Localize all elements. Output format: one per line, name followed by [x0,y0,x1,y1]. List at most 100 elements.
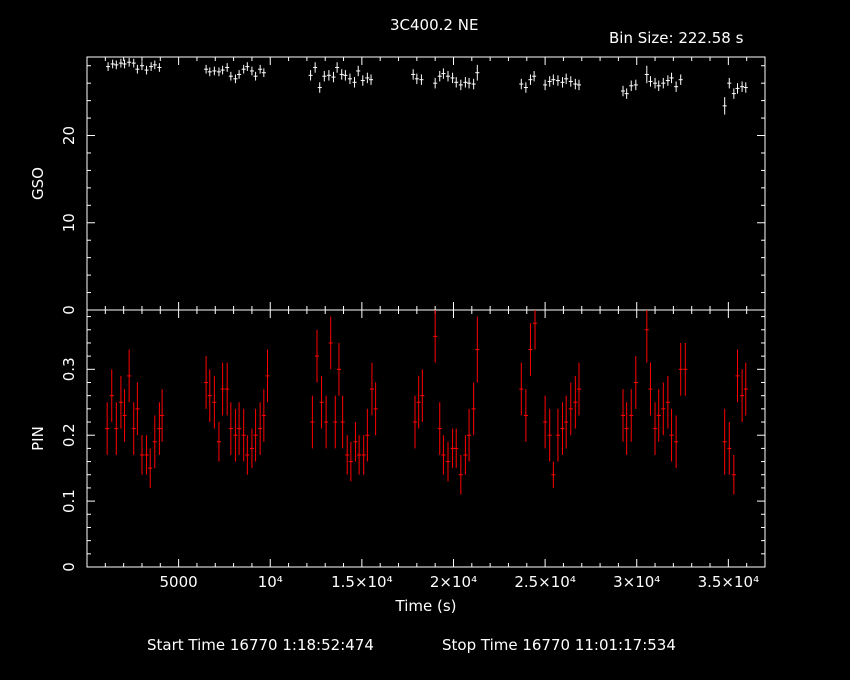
pin-data-point [669,408,674,462]
gso-data-point [624,88,629,99]
gso-data-point [532,70,537,82]
gso-data-point [653,77,658,89]
start-time-label: Start Time 16770 1:18:52:474 [147,636,374,654]
gso-data-point [629,80,634,92]
gso-data-point [471,78,476,90]
gso-data-point [135,64,140,74]
gso-data-point [149,62,154,71]
axes-frame [86,56,766,568]
pin-data-point [547,408,552,462]
gso-data-point [106,62,111,71]
pin-data-point [319,375,324,429]
gso-data-point [445,70,451,82]
pin-data-point [519,362,524,416]
x-tick-label: 10⁴ [258,573,283,591]
gso-data-point [356,65,361,77]
pin-data-point [416,375,421,429]
x-tick-label: 2×10⁴ [430,573,477,591]
gso-data-point [441,68,446,79]
pin-data-point [665,375,670,429]
gso-data-point [237,70,242,79]
data-points [105,57,748,495]
gso-data-point [722,97,727,115]
x-tick-label: 2.5×10⁴ [514,573,576,591]
pin-data-point [528,323,533,376]
pin-data-point [740,369,745,423]
pin-data-point [475,316,480,383]
gso-data-point [144,65,149,75]
pin-data-point [369,362,374,416]
gso-data-point [114,60,119,70]
pin-data-point [237,402,242,455]
pin-data-point [220,362,225,416]
y-axis-label: PIN [29,426,47,451]
pin-data-point [648,362,653,416]
pin-data-point [345,435,350,475]
pin-data-point [735,349,740,403]
gso-data-point [568,76,573,87]
gso-data-point [620,85,626,97]
pin-data-point [245,435,250,475]
pin-data-point [683,342,688,396]
gso-data-point [118,58,123,68]
gso-data-point [731,88,736,99]
y-tick-label: 10 [60,213,78,232]
pin-data-point [353,422,358,462]
gso-data-point [433,77,438,89]
gso-data-point [317,82,322,93]
gso-data-point [669,72,674,84]
pin-data-point [555,408,560,462]
gso-data-point [335,62,340,73]
pin-data-point [336,342,341,396]
pin-data-point [731,454,736,495]
gso-data-point [727,77,732,89]
pin-data-point [135,382,140,436]
gso-data-point [419,74,424,85]
pin-data-point [450,428,455,469]
gso-data-point [633,79,638,91]
gso-data-point [411,69,416,80]
gso-data-point [352,77,357,88]
pin-data-point [433,310,438,363]
pin-data-point [261,389,266,442]
pin-data-point [265,349,270,403]
pin-panel-frame [86,309,766,568]
y-tick-label: 20 [60,126,78,145]
pin-data-point [365,408,370,462]
gso-data-point [233,74,238,84]
tick-labels: 0 10 20 GSO 0 0.1 0.2 0.3 PIN 5000 10⁴ 1.5×10⁴ 2×10⁴… [29,126,759,615]
x-tick-label: 1.5×10⁴ [331,573,393,591]
gso-panel-frame [86,56,766,311]
gso-data-point [475,64,480,81]
pin-data-point [148,448,153,488]
pin-data-point [454,428,459,469]
x-tick-label: 3×10⁴ [613,573,660,591]
pin-data-point [249,428,254,469]
gso-data-point [225,63,230,72]
gso-data-point [735,83,740,94]
x-tick-label: 5000 [160,573,198,591]
pin-data-point [160,389,165,442]
gso-data-point [313,62,318,73]
pin-data-point [216,422,221,462]
gso-data-point [365,72,370,84]
pin-data-point [727,422,732,475]
pin-data-point [674,415,679,469]
pin-data-point [445,441,451,482]
pin-data-point [314,329,320,383]
gso-data-point [368,74,374,85]
gso-data-point [674,81,679,92]
pin-data-point [228,402,233,455]
gso-data-point [261,68,266,78]
pin-data-point [624,402,629,455]
pin-data-point [310,395,315,449]
pin-data-point [661,382,666,436]
pin-data-point [620,389,626,442]
gso-data-point [212,66,217,76]
gso-data-point [467,77,472,89]
pin-data-point [420,369,425,423]
gso-data-point [241,64,246,74]
gso-data-point [326,70,331,81]
pin-data-point [152,415,157,469]
pin-data-point [233,408,238,462]
